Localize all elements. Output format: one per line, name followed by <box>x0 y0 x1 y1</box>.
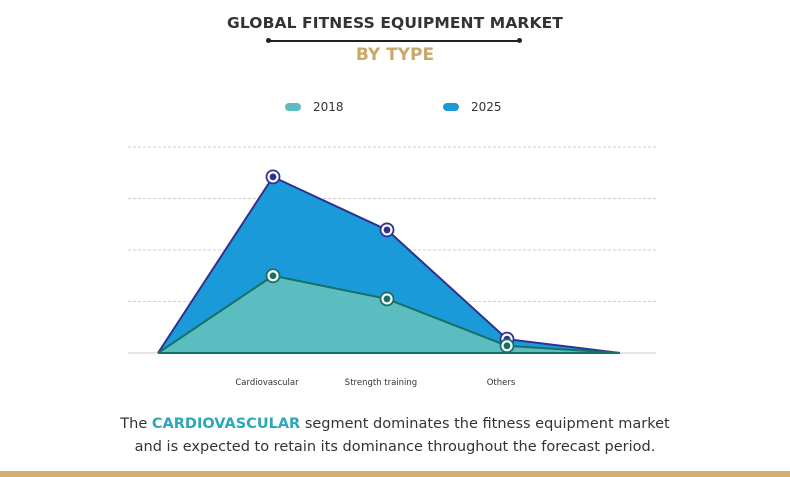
caption-line-2: and is expected to retain its dominance … <box>134 439 656 455</box>
area-chart: Cardiovascular Strength training Others <box>128 146 656 388</box>
caption: The CARDIOVASCULAR segment dominates the… <box>0 413 790 459</box>
data-point-2018 <box>499 338 515 354</box>
data-point-2025 <box>379 222 395 238</box>
marker-dot <box>269 173 277 181</box>
legend-item-2018: 2018 <box>285 100 344 114</box>
marker-dot <box>503 342 511 350</box>
title-divider <box>266 38 522 43</box>
chart-title: GLOBAL FITNESS EQUIPMENT MARKET <box>227 14 563 32</box>
caption-highlight: CARDIOVASCULAR <box>151 416 301 432</box>
legend-label-2025: 2025 <box>471 100 502 114</box>
marker-dot <box>269 272 277 280</box>
legend-label-2018: 2018 <box>313 100 344 114</box>
caption-line1-rest: segment dominates the fitness equipment … <box>300 416 670 432</box>
marker-dot <box>383 226 391 234</box>
divider-dot-right <box>517 38 522 43</box>
footer-bar <box>0 471 790 477</box>
x-axis-label: Strength training <box>345 378 417 388</box>
x-axis-label: Others <box>487 378 516 388</box>
marker-dot <box>383 295 391 303</box>
caption-line-1: The CARDIOVASCULAR segment dominates the… <box>0 413 790 436</box>
chart-subtitle: BY TYPE <box>355 45 435 65</box>
legend-swatch-2025 <box>443 103 459 111</box>
divider-dot-left <box>266 38 271 43</box>
area-series-2018 <box>158 275 620 353</box>
data-point-2018 <box>265 268 281 284</box>
data-point-2025 <box>265 169 281 185</box>
legend-swatch-2018 <box>285 103 301 111</box>
x-axis-label: Cardiovascular <box>235 378 299 388</box>
caption-prefix: The <box>120 416 152 432</box>
legend-item-2025: 2025 <box>443 100 502 114</box>
data-point-2018 <box>379 291 395 307</box>
